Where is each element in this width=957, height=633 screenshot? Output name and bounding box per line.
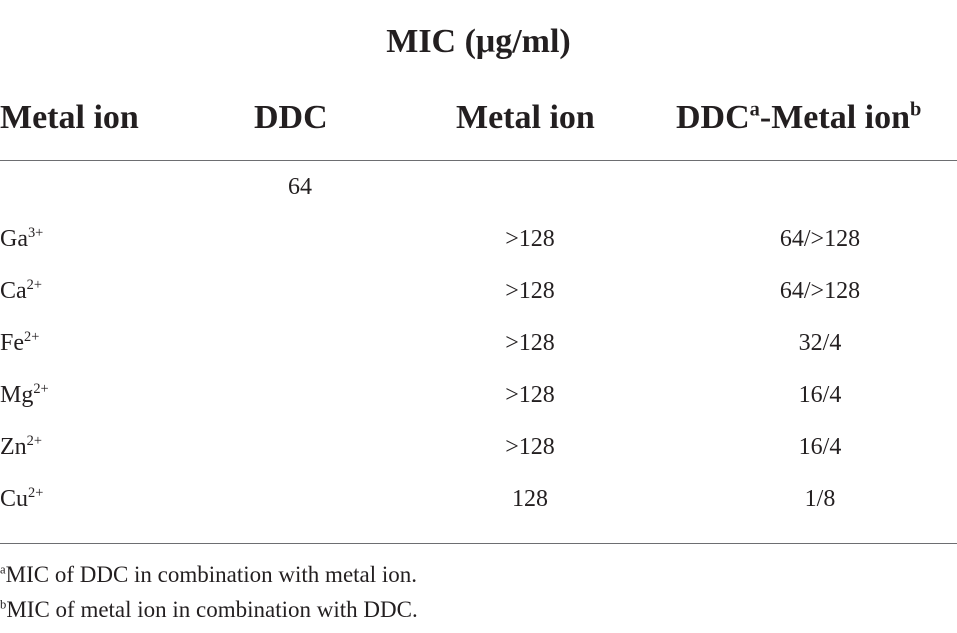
row-5-ion-symbol: Mg <box>0 382 34 408</box>
header-metal-ion-mic: Metal ion <box>456 99 595 136</box>
row-5-metal-ion: Mg2+ <box>0 380 49 410</box>
footnote-a-mark: a <box>0 562 6 577</box>
row-3-metal-mic: >128 <box>505 278 555 304</box>
footnote-b-mark: b <box>0 597 7 612</box>
row-2-ion-symbol: Ga <box>0 226 28 252</box>
row-1-ddc: 64 <box>288 174 312 200</box>
row-7-metal-ion: Cu2+ <box>0 484 43 514</box>
row-4-combo-mic: 32/4 <box>798 330 842 356</box>
row-7-combo-mic: 1/8 <box>804 486 836 512</box>
row-5-combo-mic: 16/4 <box>798 382 842 408</box>
header-ddc-metal-ion: DDCa-Metal ionb <box>676 98 921 138</box>
header-metal-ion: Metal ion <box>0 99 139 136</box>
header-combo-ddc: DDC <box>676 99 750 136</box>
header-ddc: DDC <box>254 99 328 136</box>
row-2-combo-mic: 64/>128 <box>779 226 861 252</box>
header-combo-sup-a: a <box>749 98 760 121</box>
row-7-ion-symbol: Cu <box>0 486 29 512</box>
row-7-ion-charge: 2+ <box>28 485 44 501</box>
row-4-metal-ion: Fe2+ <box>0 328 39 358</box>
header-combo-metal-ion: -Metal ion <box>759 99 911 136</box>
row-7-metal-mic: 128 <box>512 486 548 512</box>
footnote-b: bMIC of metal ion in combination with DD… <box>0 596 418 624</box>
row-3-ion-charge: 2+ <box>26 277 42 293</box>
row-4-ion-charge: 2+ <box>24 329 40 345</box>
row-4-metal-mic: >128 <box>505 330 555 356</box>
row-3-combo-mic: 64/>128 <box>779 278 861 304</box>
row-2-metal-ion: Ga3+ <box>0 224 43 254</box>
footnote-a-text: MIC of DDC in combination with metal ion… <box>5 562 418 587</box>
row-2-metal-mic: >128 <box>505 226 555 252</box>
row-6-ion-charge: 2+ <box>26 433 42 449</box>
row-5-metal-mic: >128 <box>505 382 555 408</box>
bottom-rule <box>0 543 957 544</box>
footnote-b-text: MIC of metal ion in combination with DDC… <box>6 597 418 622</box>
header-combo-sup-b: b <box>910 98 922 121</box>
footnote-a: aMIC of DDC in combination with metal io… <box>0 561 417 589</box>
row-6-metal-ion: Zn2+ <box>0 432 42 462</box>
row-2-ion-charge: 3+ <box>27 225 44 241</box>
row-6-ion-symbol: Zn <box>0 434 27 460</box>
row-4-ion-symbol: Fe <box>0 330 24 356</box>
row-3-ion-symbol: Ca <box>0 278 27 304</box>
mic-super-header: MIC (μg/ml) <box>386 23 571 60</box>
header-rule <box>0 160 957 161</box>
row-3-metal-ion: Ca2+ <box>0 276 42 306</box>
row-5-ion-charge: 2+ <box>33 381 49 397</box>
row-6-metal-mic: >128 <box>505 434 555 460</box>
row-6-combo-mic: 16/4 <box>798 434 842 460</box>
